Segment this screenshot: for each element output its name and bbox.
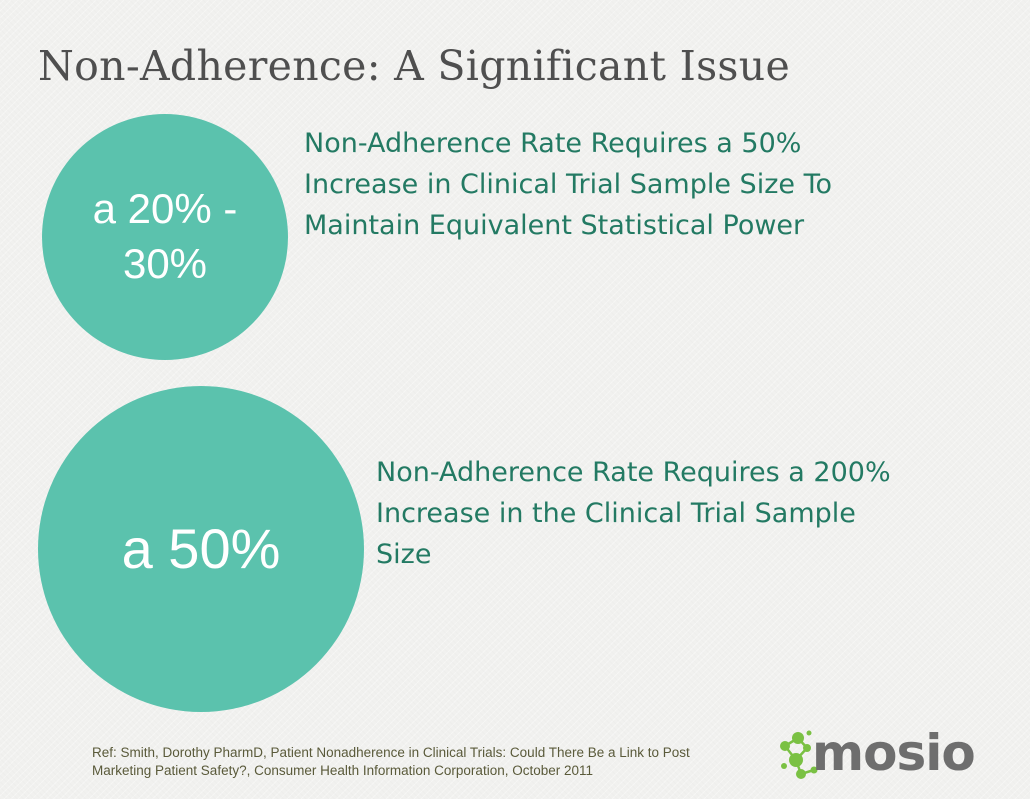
stat-circle-1: a 20% - 30% <box>42 114 288 360</box>
stat-description-2: Non-Adherence Rate Requires a 200% Incre… <box>376 457 891 571</box>
stat-description-1: Non-Adherence Rate Requires a 50% Increa… <box>304 128 832 242</box>
stat-circle-2-value: a 50% <box>121 517 281 581</box>
stat-circle-1-value: a 20% - 30% <box>92 185 238 287</box>
molecule-dots-icon <box>780 730 818 779</box>
mosio-logo: mosio <box>776 724 996 788</box>
reference-citation: Ref: Smith, Dorothy PharmD, Patient Nona… <box>92 745 690 778</box>
stat-circle-2: a 50% <box>38 386 364 712</box>
logo-wordmark: mosio <box>812 724 976 782</box>
slide-title: Non-Adherence: A Significant Issue <box>38 42 791 90</box>
